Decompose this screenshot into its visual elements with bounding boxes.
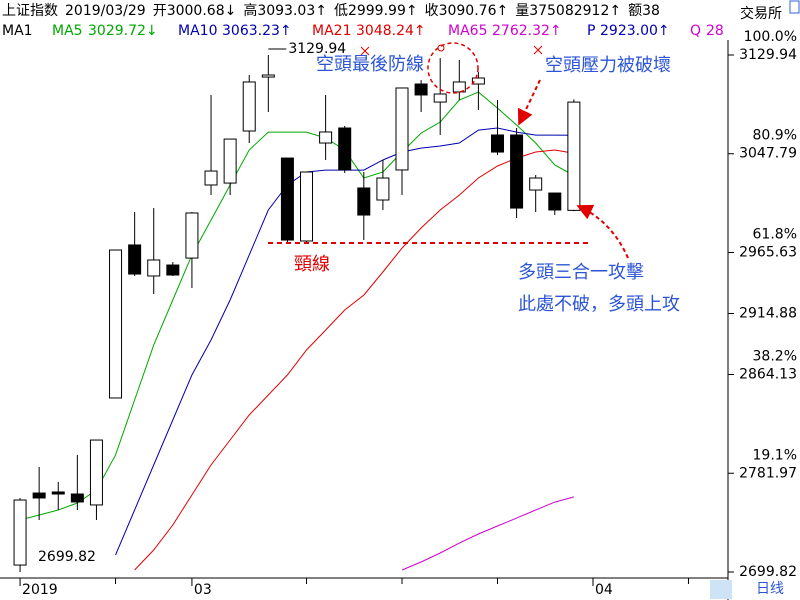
scroll-box (710, 580, 732, 599)
ma-line (401, 496, 575, 571)
legend-name: MA10 (178, 23, 218, 39)
y-tick-label: 3129.94 (739, 47, 797, 63)
candle-body (89, 439, 103, 506)
pct-tick-label: 38.2% (753, 349, 797, 365)
low-label: 2699.82 (38, 549, 96, 565)
legend-name: P (587, 23, 596, 39)
annotation: 空頭最後防線 (316, 54, 424, 75)
candle-body (204, 170, 218, 186)
y-tick-label: 2914.88 (739, 306, 797, 322)
candle-body (128, 244, 142, 275)
legend-name: MA5 (52, 23, 83, 39)
quote-field: 上证指数 (2, 3, 58, 19)
candle-body (414, 83, 428, 96)
high-label: 3129.94 (288, 41, 346, 57)
y-tick-label: 2781.97 (739, 465, 797, 481)
candle-body (338, 127, 352, 171)
y-tick-label: 2864.13 (739, 367, 797, 383)
indicator-line: MA1 MA5 3029.72↓ MA10 3063.23↑ MA21 3048.24↑ M… (0, 21, 728, 41)
candle-body (510, 134, 524, 209)
candle-body (529, 177, 543, 191)
marker-circle (437, 44, 445, 52)
quote-field: 开3000.68↓ (152, 3, 237, 19)
candle-body (319, 131, 333, 144)
candle-body (109, 249, 123, 399)
highlight-circle (427, 42, 479, 94)
y-tick-label: 2965.63 (739, 244, 797, 260)
annotation: 空頭壓力被破壞 (545, 55, 671, 76)
pct-tick-label: 80.9% (753, 128, 797, 144)
y-tick-label: 2699.82 (739, 564, 797, 580)
candle-body (300, 171, 314, 242)
quote-field: 2019/03/29 (65, 3, 146, 19)
ma-line (134, 149, 574, 571)
candle-body (13, 499, 27, 566)
pct-tick-label: 19.1% (753, 447, 797, 463)
candle-body (433, 93, 447, 103)
plot-area (13, 55, 581, 572)
quote-line: 上证指数 2019/03/29 开3000.68↓ 高3093.03↑ 低2999.99… (0, 1, 728, 21)
legend-value: 2923.00↑ (600, 23, 670, 39)
arrow (517, 79, 541, 126)
candle-body (376, 177, 390, 201)
quote-field: 量375082912↑ (515, 3, 622, 19)
candle-body (70, 493, 84, 503)
candle-body (223, 138, 237, 184)
indicator-label: MA1 (2, 23, 33, 39)
period-label: 日线 (756, 581, 784, 597)
candle-body (185, 212, 199, 259)
arrow (576, 204, 629, 259)
ma-line (115, 127, 574, 556)
legend-value: 28 (706, 23, 724, 39)
legend-value: 3063.23↑ (222, 23, 292, 39)
candle-body (490, 134, 504, 153)
candle-body (471, 77, 485, 85)
candle-body (357, 187, 371, 216)
pct-tick-label: 61.8% (753, 226, 797, 242)
candle-body (147, 259, 161, 277)
exchange-label: 交易所 (740, 5, 782, 22)
ma-line (19, 91, 575, 521)
corner-box (789, 0, 800, 14)
candle-body (548, 192, 562, 211)
candle-body (261, 74, 275, 78)
legend-value: 2762.32↑ (492, 23, 562, 39)
candle-body (567, 101, 581, 211)
candle-body (280, 157, 294, 241)
candle-body (242, 81, 256, 132)
cross-markers (360, 45, 543, 56)
legend-name: MA65 (448, 23, 488, 39)
x-tick-label: 2019 (22, 582, 58, 598)
legend-name: MA21 (312, 23, 352, 39)
x-tick-label: 04 (595, 582, 613, 598)
legend-value: 3048.24↑ (356, 23, 426, 39)
y-tick-label: 3047.79 (739, 146, 797, 162)
candle-body (166, 264, 180, 276)
neckline-label: 頸線 (294, 254, 330, 275)
quote-field: 低2999.99↑ (333, 3, 418, 19)
quote-field: 收3090.76↑ (424, 3, 509, 19)
x-tick-label: 03 (194, 582, 212, 598)
quote-field: 高3093.03↑ (243, 3, 327, 19)
legend-value: 3029.72↓ (88, 23, 158, 39)
candle-body (395, 87, 409, 171)
quote-field: 额38 (628, 3, 660, 19)
candle-body (51, 491, 65, 495)
annotation: 此處不破，多頭上攻 (518, 294, 680, 315)
candle-body (32, 492, 46, 499)
legend-name: Q (690, 23, 702, 39)
annotation: 多頭三合一攻擊 (518, 262, 644, 283)
pct-tick-label: 100.0% (744, 29, 797, 45)
candle-body (452, 81, 466, 93)
